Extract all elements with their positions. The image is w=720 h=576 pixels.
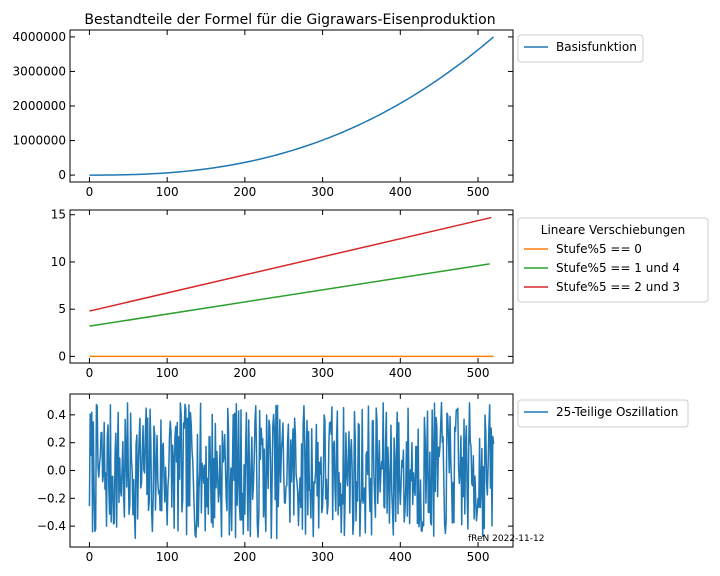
legend-box [517,217,709,303]
y-tick-label: 0.0 [47,464,66,478]
y-tick-label: 15 [51,208,66,222]
x-tick-label: 0 [86,366,94,380]
x-tick-label: 200 [233,185,256,199]
series-line-2 [89,216,492,312]
y-tick-label: 5 [58,302,66,316]
legend-box [517,399,689,428]
series-line-0 [88,401,495,540]
y-tick-label: 0 [58,168,66,182]
legend-title: Lineare Verschiebungen [541,223,685,237]
series-line-0 [89,36,495,176]
x-tick-label: 500 [467,550,490,564]
legend-box [517,34,644,63]
panel-oszillation: 0 100 200 300 400 500 −0.4 −0.2 0.0 0.2 0.4 25-Teil… [37,393,689,564]
y-tick-label: 0.2 [47,436,66,450]
y-tick-label: 10 [51,255,66,269]
x-tick-label: 300 [311,550,334,564]
x-tick-label: 100 [156,550,179,564]
y-tick-label: 4000000 [13,30,66,44]
panel-lineare-verschiebungen: 0 100 200 300 400 500 0 5 10 15 Lineare Verschiebu… [51,208,709,380]
legend-entry: Basisfunktion [556,40,637,54]
y-tick-label: 0 [58,349,66,363]
x-tick-label: 0 [86,550,94,564]
y-tick-label: −0.2 [37,491,66,505]
legend-entry: 25-Teilige Oszillation [556,405,678,419]
x-tick-label: 400 [389,185,412,199]
legend: Lineare Verschiebungen Stufe%5 == 0 Stufe%… [517,217,709,303]
x-tick-label: 100 [156,366,179,380]
legend-entry: Stufe%5 == 2 und 3 [556,280,680,294]
series-line-1 [89,263,490,327]
watermark: fReN 2022-11-12 [468,534,544,544]
x-tick-label: 300 [311,185,334,199]
y-tick-label: 3000000 [13,64,66,78]
y-tick-label: 0.4 [47,408,66,422]
x-tick-label: 200 [233,366,256,380]
axes-frame [69,29,514,183]
x-tick-label: 100 [156,185,179,199]
x-tick-label: 500 [467,366,490,380]
legend-entry: Stufe%5 == 1 und 4 [556,261,680,275]
x-tick-label: 500 [467,185,490,199]
x-tick-label: 400 [389,550,412,564]
axes-frame [69,209,514,364]
legend-entry: Stufe%5 == 0 [556,242,642,256]
x-tick-label: 200 [233,550,256,564]
legend: 25-Teilige Oszillation [517,399,689,428]
y-tick-label: 1000000 [13,134,66,148]
panel-basisfunktion: 0 100 200 300 400 500 0 1000000 2000000 3000000 40… [13,29,644,199]
x-tick-label: 300 [311,366,334,380]
y-tick-label: 2000000 [13,99,66,113]
y-tick-label: −0.4 [37,519,66,533]
x-tick-label: 400 [389,366,412,380]
legend: Basisfunktion [517,34,644,63]
chart-title: Bestandteile der Formel für die Gigrawar… [84,12,495,28]
x-tick-label: 0 [86,185,94,199]
